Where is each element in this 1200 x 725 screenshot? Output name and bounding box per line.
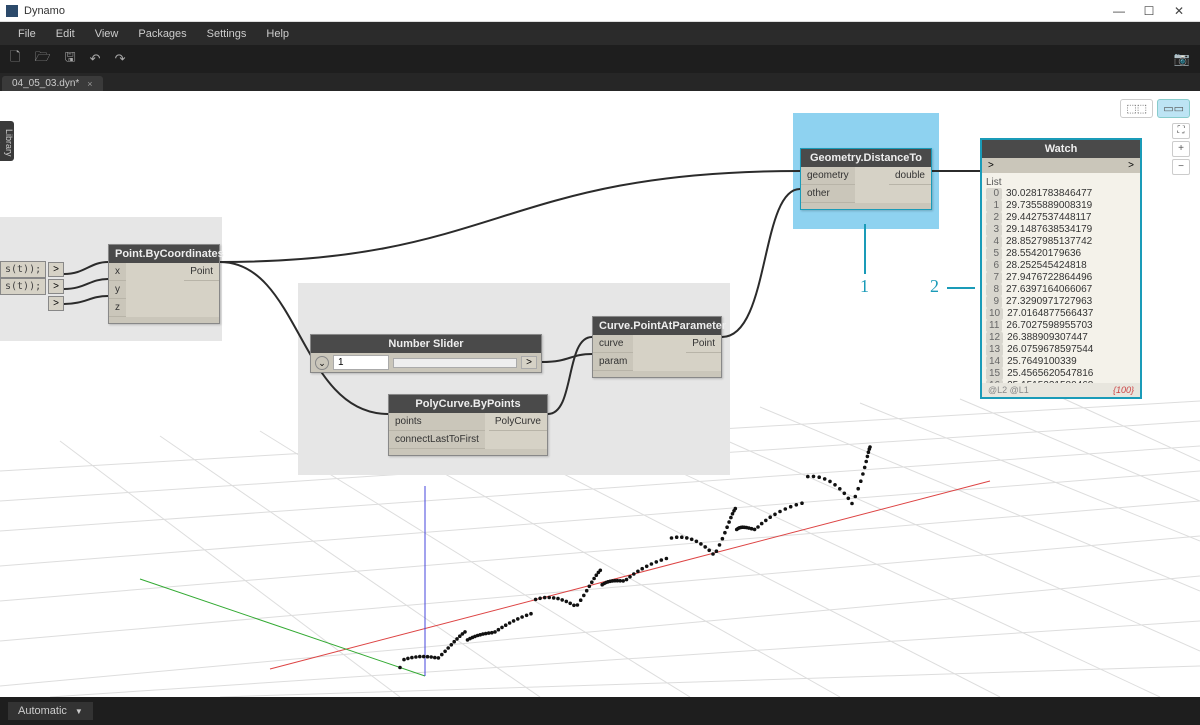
watch-count: {100}: [1113, 385, 1134, 395]
code-out-2[interactable]: >: [48, 279, 64, 294]
camera-icon[interactable]: 📷: [1174, 51, 1190, 67]
slider-track[interactable]: [393, 358, 517, 368]
input-port-param[interactable]: param: [593, 353, 633, 371]
toolbar: 🗋 🗁 🖫 ↶ ↷ 📷: [0, 45, 1200, 73]
node-number-slider[interactable]: Number Slider ⌄ 1 >: [310, 334, 542, 373]
workspace-canvas[interactable]: Library ▸ ⬚⬚ ▭▭ ⛶ + − s(t));> s(t));> s(…: [0, 91, 1200, 697]
node-header: Point.ByCoordinates: [109, 245, 219, 263]
code-out-1[interactable]: >: [48, 262, 64, 277]
node-polycurve-bypoints[interactable]: PolyCurve.ByPoints points connectLastToF…: [388, 394, 548, 456]
output-port-point[interactable]: Point: [184, 263, 219, 281]
menu-bar: File Edit View Packages Settings Help: [0, 22, 1200, 45]
callout-1: 1: [860, 276, 869, 297]
input-port-y[interactable]: y: [109, 281, 126, 299]
output-port-point[interactable]: Point: [686, 335, 721, 353]
tab-bar: 04_05_03.dyn* ×: [0, 73, 1200, 91]
watch-output-port[interactable]: >: [1122, 158, 1140, 173]
view-graph-icon[interactable]: ▭▭: [1157, 99, 1190, 118]
app-logo-icon: [6, 5, 18, 17]
dropdown-caret-icon: ▼: [75, 707, 83, 716]
input-port-z[interactable]: z: [109, 299, 126, 317]
output-port-double[interactable]: double: [889, 167, 931, 185]
node-point-by-coordinates[interactable]: Point.ByCoordinates x y z Point: [108, 244, 220, 324]
zoom-toolbar: ⛶ + −: [1172, 123, 1190, 175]
save-file-icon[interactable]: 🖫: [65, 48, 76, 70]
input-port-curve[interactable]: curve: [593, 335, 633, 353]
callout-line-2: [947, 287, 975, 289]
callout-line-1: [864, 224, 866, 274]
document-tab[interactable]: 04_05_03.dyn* ×: [2, 76, 103, 91]
menu-packages[interactable]: Packages: [128, 28, 196, 40]
node-header: PolyCurve.ByPoints: [389, 395, 547, 413]
zoom-in-icon[interactable]: +: [1172, 141, 1190, 157]
maximize-button[interactable]: ☐: [1134, 4, 1164, 18]
code-out-3[interactable]: >: [48, 296, 64, 311]
slider-value-input[interactable]: 1: [333, 355, 389, 370]
undo-icon[interactable]: ↶: [90, 51, 101, 67]
library-panel-tab[interactable]: Library ▸: [0, 121, 14, 161]
node-header: Curve.PointAtParameter: [593, 317, 721, 335]
redo-icon[interactable]: ↷: [115, 51, 126, 67]
zoom-out-icon[interactable]: −: [1172, 159, 1190, 175]
status-bar: Automatic ▼: [0, 697, 1200, 725]
title-bar: Dynamo — ☐ ✕: [0, 0, 1200, 22]
view-toolbar: ⬚⬚ ▭▭: [1120, 99, 1190, 118]
menu-settings[interactable]: Settings: [197, 28, 257, 40]
new-file-icon[interactable]: 🗋: [10, 48, 20, 70]
node-watch[interactable]: Watch > > List 030.0281783846477129.7355…: [980, 138, 1142, 399]
input-port-other[interactable]: other: [801, 185, 855, 203]
menu-help[interactable]: Help: [256, 28, 299, 40]
slider-output-port[interactable]: >: [521, 356, 537, 369]
tab-label: 04_05_03.dyn*: [12, 78, 79, 89]
watch-input-port[interactable]: >: [982, 158, 1000, 173]
run-mode-dropdown[interactable]: Automatic ▼: [8, 702, 93, 720]
node-curve-pointatparameter[interactable]: Curve.PointAtParameter curve param Point: [592, 316, 722, 378]
watch-levels: @L2 @L1: [988, 385, 1029, 395]
node-header: Geometry.DistanceTo: [801, 149, 931, 167]
slider-expand-icon[interactable]: ⌄: [315, 356, 329, 370]
menu-view[interactable]: View: [85, 28, 129, 40]
node-geometry-distanceto[interactable]: Geometry.DistanceTo geometry other doubl…: [800, 148, 932, 210]
input-port-x[interactable]: x: [109, 263, 126, 281]
minimize-button[interactable]: —: [1104, 4, 1134, 18]
watch-list: List 030.0281783846477129.73558890083192…: [982, 173, 1140, 383]
view-3d-icon[interactable]: ⬚⬚: [1120, 99, 1153, 118]
open-file-icon[interactable]: 🗁: [34, 48, 50, 70]
output-port-polycurve[interactable]: PolyCurve: [489, 413, 547, 431]
menu-file[interactable]: File: [8, 28, 46, 40]
code-block-node[interactable]: s(t));> s(t));> s(t));>: [0, 261, 64, 312]
input-port-points[interactable]: points: [389, 413, 485, 431]
input-port-connect[interactable]: connectLastToFirst: [389, 431, 485, 449]
input-port-geometry[interactable]: geometry: [801, 167, 855, 185]
callout-2: 2: [930, 276, 939, 297]
app-title: Dynamo: [24, 5, 65, 17]
menu-edit[interactable]: Edit: [46, 28, 85, 40]
node-header: Number Slider: [311, 335, 541, 353]
fit-view-icon[interactable]: ⛶: [1172, 123, 1190, 139]
node-header: Watch: [982, 140, 1140, 158]
close-button[interactable]: ✕: [1164, 4, 1194, 18]
tab-close-icon[interactable]: ×: [87, 79, 92, 89]
